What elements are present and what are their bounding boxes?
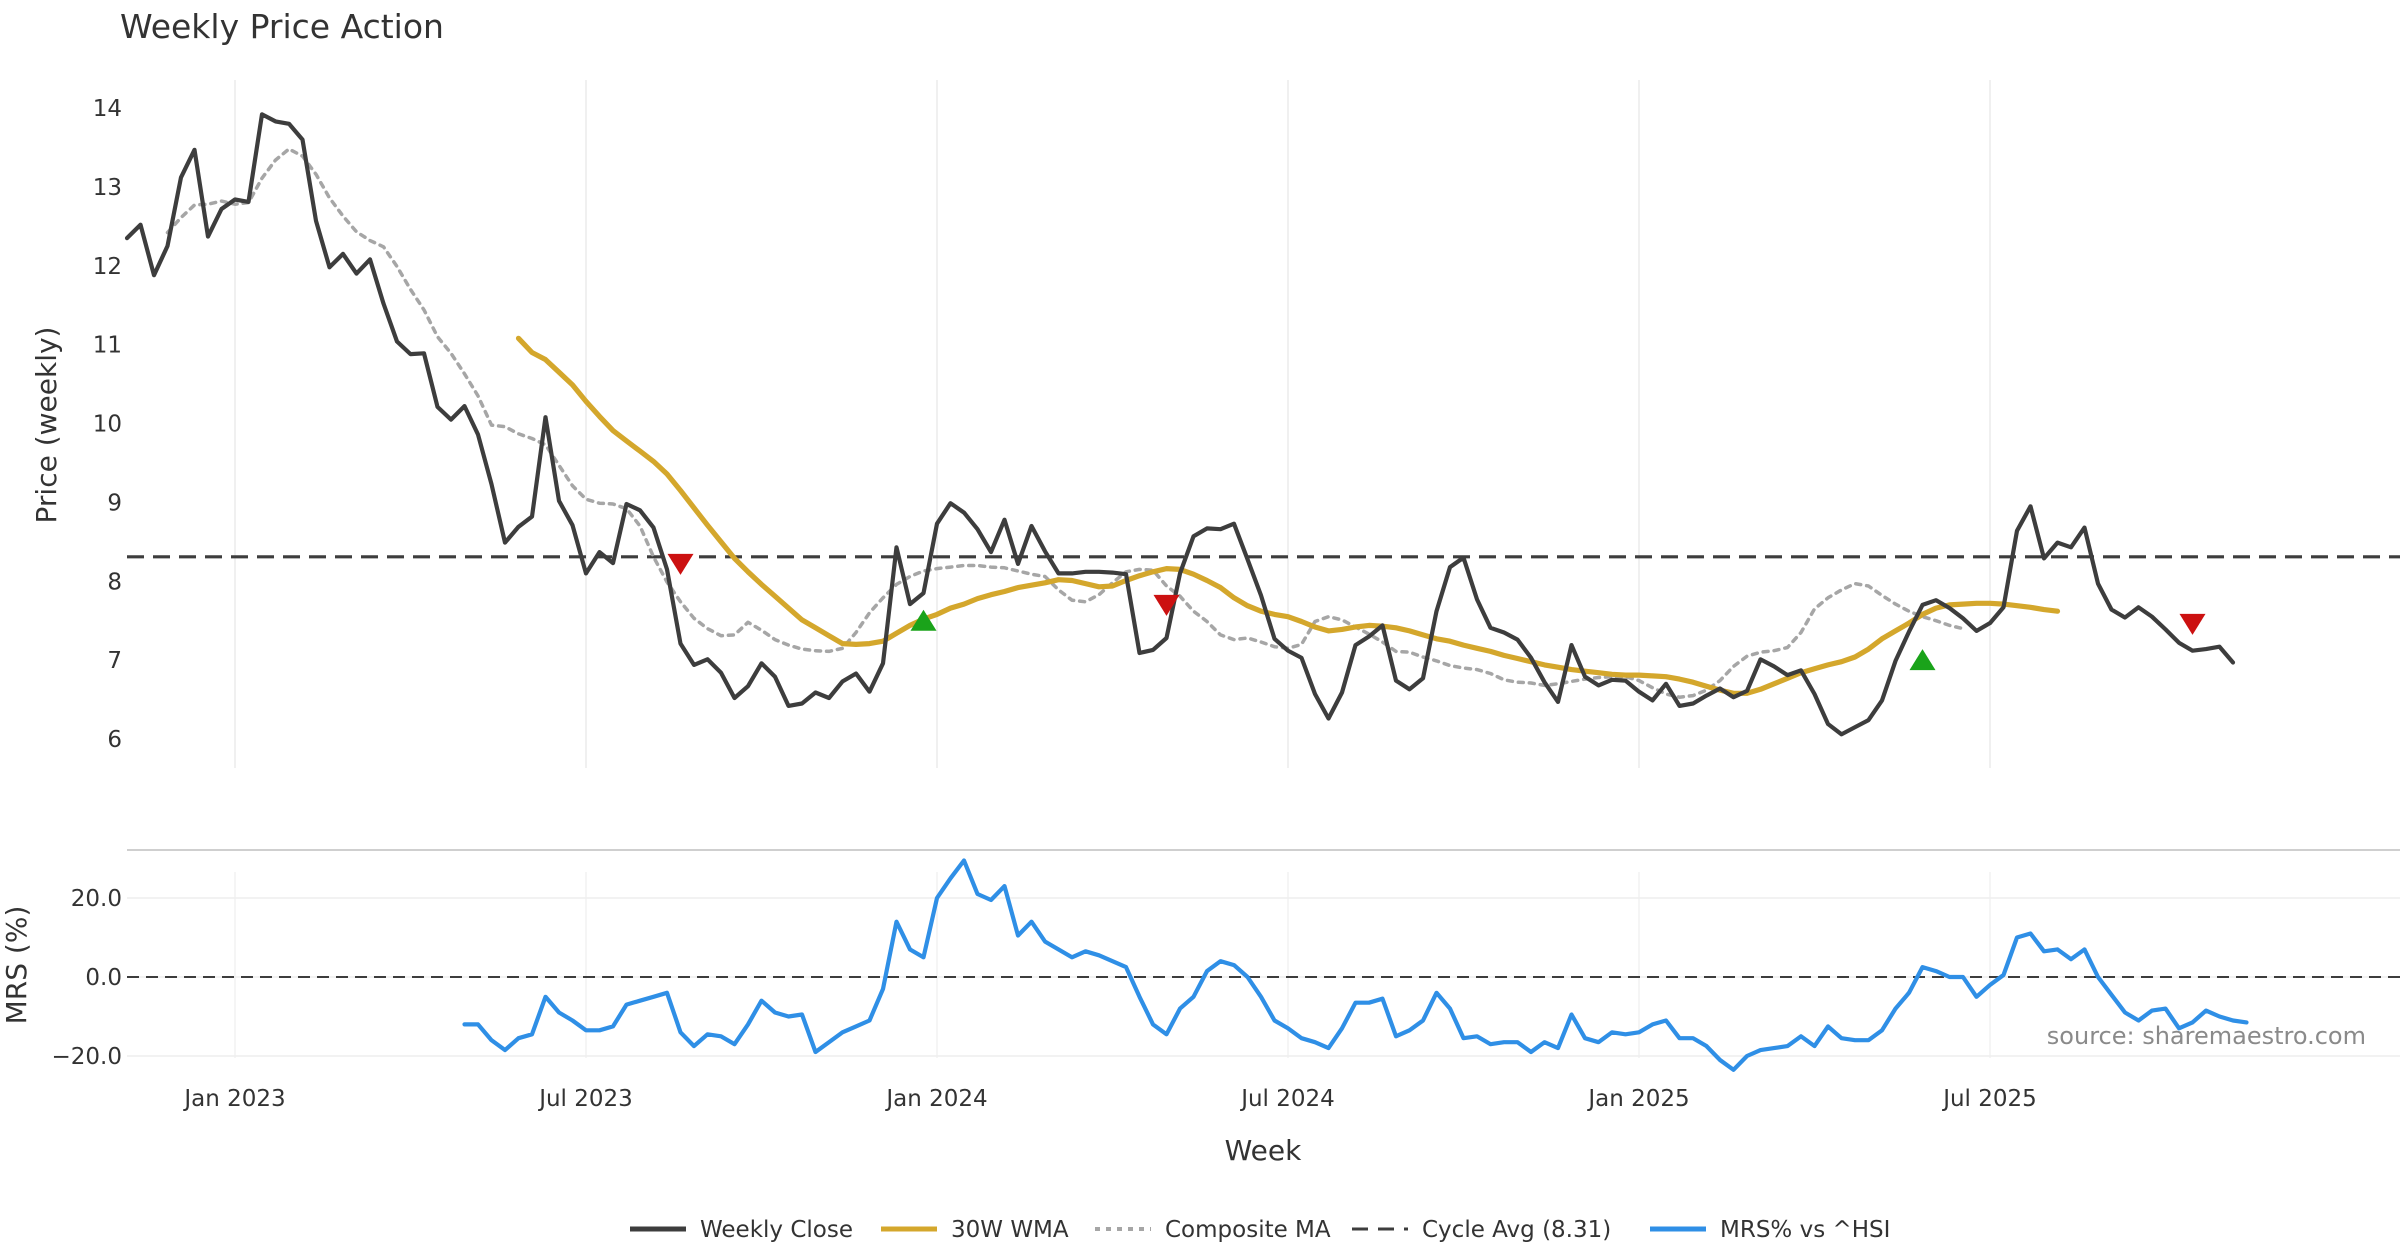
price-y-tick-label: 13 [93,175,122,201]
series-layer [124,112,2400,1072]
buy-signal-marker [910,609,937,631]
sell-signal-marker [2179,613,2206,635]
legend-label: Composite MA [1165,1217,1331,1243]
x-tick-labels: Jan 2023 Jul 2023 Jan 2024 Jul 2024 Jan 2025… [182,1086,2036,1112]
x-tick-label: Jan 2023 [182,1086,285,1112]
sell-signal-marker [1153,594,1180,616]
x-tick-label: Jul 2025 [1941,1086,2037,1112]
price-y-tick-label: 14 [93,96,122,122]
mrs-y-tick-label: 20.0 [71,886,122,912]
legend-label: MRS% vs ^HSI [1720,1217,1890,1243]
legend: Weekly Close 30W WMA Composite MA Cycle Avg… [630,1217,1890,1243]
price-y-tick-label: 8 [107,569,122,595]
price-y-tick-label: 7 [107,648,122,674]
composite-ma-line [165,147,1965,699]
sell-signal-marker [667,553,694,575]
x-tick-label: Jan 2025 [1586,1086,1689,1112]
mrs-y-axis-title: MRS (%) [0,906,33,1025]
price-y-tick-label: 11 [93,333,122,359]
price-y-tick-label: 12 [93,254,122,280]
mrs-line [462,858,2249,1072]
price-y-tick-label: 9 [107,490,122,516]
x-tick-label: Jul 2024 [1239,1086,1335,1112]
signal-markers [667,553,2206,671]
legend-label: 30W WMA [951,1217,1069,1243]
source-note: source: sharemaestro.com [2047,1022,2366,1050]
x-tick-label: Jul 2023 [537,1086,633,1112]
buy-signal-marker [1909,649,1936,671]
price-y-tick-label: 6 [107,727,122,753]
weekly-close-line [124,112,2236,737]
legend-label: Cycle Avg (8.31) [1422,1217,1611,1243]
y-tick-labels: 6 7 8 9 10 11 12 13 14 20.0 0.0 −20.0 [52,96,122,1070]
mrs-y-tick-label: −20.0 [52,1044,122,1070]
price-y-axis-title: Price (weekly) [30,327,63,524]
legend-label: Weekly Close [700,1217,853,1243]
mrs-y-tick-label: 0.0 [85,965,122,991]
price-y-tick-label: 10 [93,412,122,438]
x-axis-title: Week [1225,1134,1302,1167]
x-tick-label: Jan 2024 [884,1086,987,1112]
chart-title: Weekly Price Action [120,7,444,46]
